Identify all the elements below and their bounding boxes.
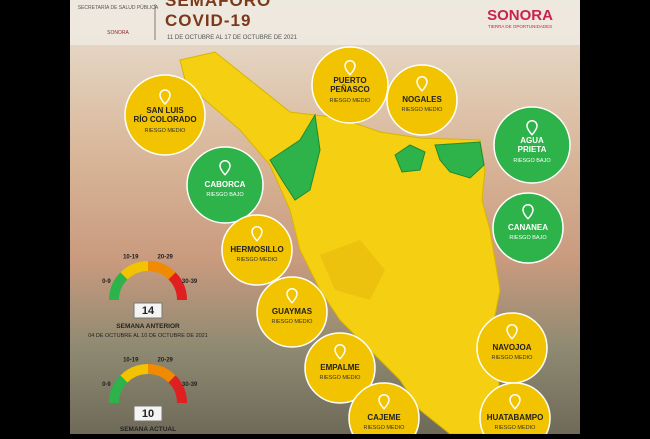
city-circle [386, 64, 458, 136]
pin-icon [159, 89, 171, 106]
city-risk: RIESGO MEDIO [495, 425, 537, 431]
city-marker: NOGALES RIESGO MEDIO [386, 64, 458, 136]
city-name: HERMOSILLO [230, 245, 283, 254]
pin-icon [344, 60, 356, 76]
brand-tagline: TIERRA DE OPORTUNIDADES [488, 24, 552, 29]
gauge-range: 30-39 [182, 279, 198, 285]
pin-icon [334, 344, 346, 360]
city-name: SAN LUIS RÍO COLORADO [133, 106, 196, 124]
pin-icon [286, 288, 298, 304]
gauge-label: SEMANA ACTUAL [120, 426, 176, 433]
gauge-segment [109, 375, 128, 404]
city-risk: RIESGO MEDIO [330, 98, 372, 104]
gauge-value-box [133, 405, 163, 422]
city-marker: GUAYMAS RIESGO MEDIO [256, 276, 328, 348]
gauge-range: 20-29 [158, 357, 174, 363]
city-marker: HUATABAMPO RIESGO MEDIO [479, 382, 551, 439]
gauge-range: 20-29 [158, 254, 174, 260]
city-circle [256, 276, 328, 348]
pin-icon [378, 394, 390, 410]
gauge-range: 10-19 [123, 254, 139, 260]
gauge-value: 10 [142, 408, 154, 420]
gauge-label: SEMANA ANTERIOR [116, 323, 180, 330]
agency-state: SONORA [107, 30, 129, 36]
city-name: CABORCA [205, 180, 246, 189]
gauge-range: 0-9 [102, 382, 111, 388]
gauge-range: 10-19 [123, 357, 139, 363]
agua-prieta-region [434, 141, 485, 179]
gauge-segment [120, 364, 149, 383]
city-risk: RIESGO MEDIO [272, 319, 314, 325]
gauge-range: 0-9 [102, 279, 111, 285]
city-marker: HERMOSILLO RIESGO MEDIO [221, 214, 293, 286]
city-circle [124, 74, 206, 156]
title-line1: SEMÁFORO [165, 0, 271, 10]
pin-icon [416, 76, 428, 92]
gauge-segment [168, 375, 187, 404]
gauge-segment [147, 261, 176, 280]
pin-icon [526, 120, 538, 136]
cananea-region [394, 144, 426, 173]
city-circle [186, 146, 264, 224]
pin-icon [219, 160, 231, 176]
city-circle [221, 214, 293, 286]
city-risk: RIESGO MEDIO [402, 107, 444, 113]
city-name: CANANEA [508, 223, 548, 232]
city-circle [493, 106, 571, 184]
city-risk: RIESGO MEDIO [492, 355, 534, 361]
gauge-segment [147, 364, 176, 383]
state-map [179, 51, 501, 435]
city-circle [311, 46, 389, 124]
city-circle [479, 382, 551, 439]
city-marker: AGUA PRIETA RIESGO BAJO [493, 106, 571, 184]
pin-icon [251, 226, 263, 242]
city-name: NOGALES [402, 95, 442, 104]
pin-icon [506, 324, 518, 340]
city-name: NAVOJOA [493, 343, 532, 352]
gauge: 0-9 10-19 20-29 30-39 14 SEMANA ANTERIOR 04 DE… [88, 254, 208, 339]
hermosillo-region [320, 240, 385, 300]
city-marker: SAN LUIS RÍO COLORADO RIESGO MEDIO [124, 74, 206, 156]
city-risk: RIESGO MEDIO [145, 128, 187, 134]
gauge-segment [120, 261, 149, 280]
city-name: AGUA PRIETA [518, 136, 547, 154]
city-marker: CANANEA RIESGO BAJO [492, 192, 564, 264]
city-name: CAJEME [367, 413, 401, 422]
city-name: PUERTO PEÑASCO [330, 76, 370, 94]
pin-icon [522, 204, 534, 220]
gauge-segment [109, 272, 128, 301]
city-name: GUAYMAS [272, 307, 313, 316]
city-marker: CABORCA RIESGO BAJO [186, 146, 264, 224]
gauges: 0-9 10-19 20-29 30-39 14 SEMANA ANTERIOR 04 DE… [88, 254, 208, 439]
city-risk: RIESGO BAJO [509, 235, 547, 241]
city-circle [492, 192, 564, 264]
city-name: EMPALME [320, 363, 360, 372]
city-risk: RIESGO MEDIO [320, 375, 362, 381]
city-risk: RIESGO BAJO [206, 192, 244, 198]
city-risk: RIESGO MEDIO [364, 425, 406, 431]
gauge-value-box [133, 302, 163, 319]
city-marker: EMPALME RIESGO MEDIO [304, 332, 376, 404]
gauge-segment [168, 272, 187, 301]
date-range: 11 DE OCTUBRE AL 17 DE OCTUBRE DE 2021 [167, 35, 298, 41]
city-marker: CAJEME RIESGO MEDIO [348, 382, 420, 439]
gauge-dates: 04 DE OCTUBRE AL 10 DE OCTUBRE DE 2021 [88, 333, 208, 339]
title-line2: COVID-19 [165, 11, 251, 30]
pin-icon [509, 394, 521, 410]
city-name: HUATABAMPO [487, 413, 544, 422]
city-circle [348, 382, 420, 439]
city-circle [304, 332, 376, 404]
city-marker: PUERTO PEÑASCO RIESGO MEDIO [311, 46, 389, 124]
brand: SONORA [487, 7, 553, 24]
gauge-range: 30-39 [182, 382, 198, 388]
city-risk: RIESGO MEDIO [237, 257, 279, 263]
city-marker: NAVOJOA RIESGO MEDIO [476, 312, 548, 384]
agency: SECRETARÍA DE SALUD PÚBLICA [78, 4, 159, 11]
city-risk: RIESGO BAJO [513, 158, 551, 164]
caborca-region [269, 113, 321, 201]
gauge-value: 14 [142, 305, 155, 317]
